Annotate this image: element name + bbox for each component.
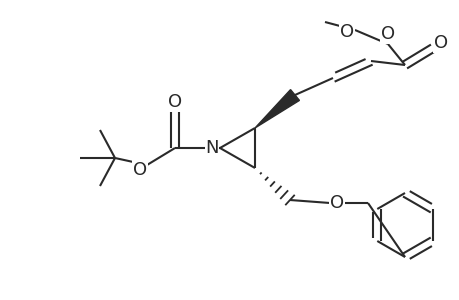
Text: O: O bbox=[380, 25, 394, 43]
Text: N: N bbox=[205, 139, 218, 157]
Text: O: O bbox=[433, 34, 447, 52]
Text: O: O bbox=[168, 93, 182, 111]
Polygon shape bbox=[254, 90, 299, 128]
Text: O: O bbox=[133, 161, 147, 179]
Text: O: O bbox=[339, 23, 353, 41]
Text: O: O bbox=[329, 194, 343, 212]
